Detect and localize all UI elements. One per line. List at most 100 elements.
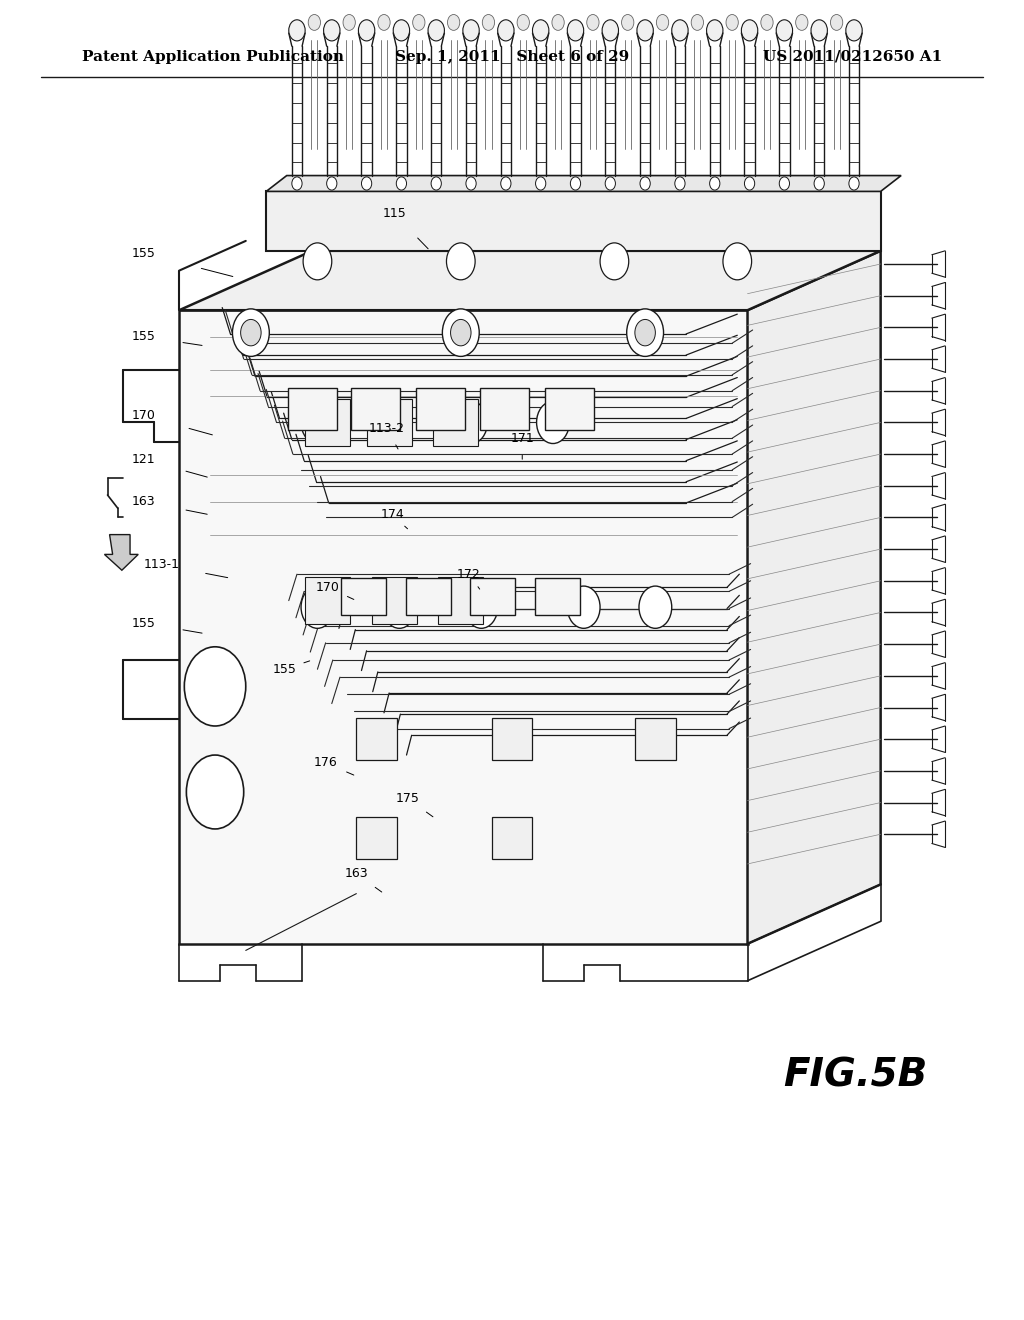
Circle shape <box>373 401 406 444</box>
Bar <box>470 578 515 615</box>
Text: 155: 155 <box>131 616 156 630</box>
Circle shape <box>308 15 321 30</box>
Circle shape <box>343 15 355 30</box>
Circle shape <box>761 15 773 30</box>
Circle shape <box>675 177 685 190</box>
Polygon shape <box>266 191 881 251</box>
Text: 113-1: 113-1 <box>143 558 180 572</box>
Circle shape <box>501 177 511 190</box>
Circle shape <box>446 243 475 280</box>
Circle shape <box>570 177 581 190</box>
Circle shape <box>361 177 372 190</box>
Circle shape <box>600 243 629 280</box>
Polygon shape <box>104 535 138 570</box>
Bar <box>351 388 400 430</box>
Circle shape <box>301 401 334 444</box>
Text: 170: 170 <box>315 581 340 594</box>
Text: 121: 121 <box>131 453 156 466</box>
Circle shape <box>186 755 244 829</box>
Circle shape <box>830 15 843 30</box>
Text: 113-2: 113-2 <box>369 422 406 436</box>
Circle shape <box>605 177 615 190</box>
Circle shape <box>627 309 664 356</box>
Circle shape <box>184 647 246 726</box>
Circle shape <box>466 177 476 190</box>
Bar <box>367 399 412 446</box>
Circle shape <box>710 177 720 190</box>
Circle shape <box>602 20 618 41</box>
Bar <box>635 718 676 760</box>
Circle shape <box>639 586 672 628</box>
Circle shape <box>324 20 340 41</box>
Bar <box>288 388 337 430</box>
Circle shape <box>635 319 655 346</box>
Circle shape <box>327 177 337 190</box>
Bar <box>416 388 465 430</box>
Circle shape <box>587 15 599 30</box>
Circle shape <box>691 15 703 30</box>
Bar <box>433 399 478 446</box>
Circle shape <box>567 20 584 41</box>
Circle shape <box>447 15 460 30</box>
Circle shape <box>498 20 514 41</box>
Text: 155: 155 <box>131 247 156 260</box>
Circle shape <box>378 15 390 30</box>
Text: 171: 171 <box>510 432 535 445</box>
Bar <box>492 817 532 859</box>
Circle shape <box>465 586 498 628</box>
Circle shape <box>455 401 487 444</box>
Circle shape <box>849 177 859 190</box>
Circle shape <box>779 177 790 190</box>
Bar <box>535 578 580 615</box>
Polygon shape <box>748 251 881 944</box>
Circle shape <box>811 20 827 41</box>
Polygon shape <box>266 176 901 191</box>
Text: 163: 163 <box>131 495 156 508</box>
Circle shape <box>451 319 471 346</box>
Text: Sep. 1, 2011   Sheet 6 of 29: Sep. 1, 2011 Sheet 6 of 29 <box>395 50 629 63</box>
Circle shape <box>431 177 441 190</box>
Bar <box>372 577 417 624</box>
Bar <box>356 817 397 859</box>
Bar <box>438 577 483 624</box>
Text: 176: 176 <box>313 756 338 770</box>
Circle shape <box>537 401 569 444</box>
Circle shape <box>463 20 479 41</box>
Bar <box>545 388 594 430</box>
Text: 175: 175 <box>395 792 420 805</box>
Circle shape <box>517 15 529 30</box>
Circle shape <box>723 243 752 280</box>
Circle shape <box>289 20 305 41</box>
Circle shape <box>776 20 793 41</box>
Circle shape <box>358 20 375 41</box>
Circle shape <box>442 309 479 356</box>
Circle shape <box>744 177 755 190</box>
Circle shape <box>292 177 302 190</box>
Text: 155: 155 <box>131 330 156 343</box>
Bar <box>406 578 451 615</box>
Bar <box>305 399 350 446</box>
Circle shape <box>707 20 723 41</box>
Circle shape <box>396 177 407 190</box>
Circle shape <box>301 586 334 628</box>
Circle shape <box>482 15 495 30</box>
Circle shape <box>567 586 600 628</box>
Text: 155: 155 <box>272 663 297 676</box>
Circle shape <box>552 15 564 30</box>
Circle shape <box>383 586 416 628</box>
Polygon shape <box>179 310 748 944</box>
Circle shape <box>232 309 269 356</box>
Bar <box>480 388 529 430</box>
Bar <box>356 718 397 760</box>
Circle shape <box>656 15 669 30</box>
Circle shape <box>640 177 650 190</box>
Circle shape <box>637 20 653 41</box>
Circle shape <box>413 15 425 30</box>
Bar <box>341 578 386 615</box>
Circle shape <box>393 20 410 41</box>
Circle shape <box>796 15 808 30</box>
Circle shape <box>428 20 444 41</box>
Text: 163: 163 <box>344 867 369 880</box>
Text: 174: 174 <box>380 508 404 521</box>
Bar <box>492 718 532 760</box>
